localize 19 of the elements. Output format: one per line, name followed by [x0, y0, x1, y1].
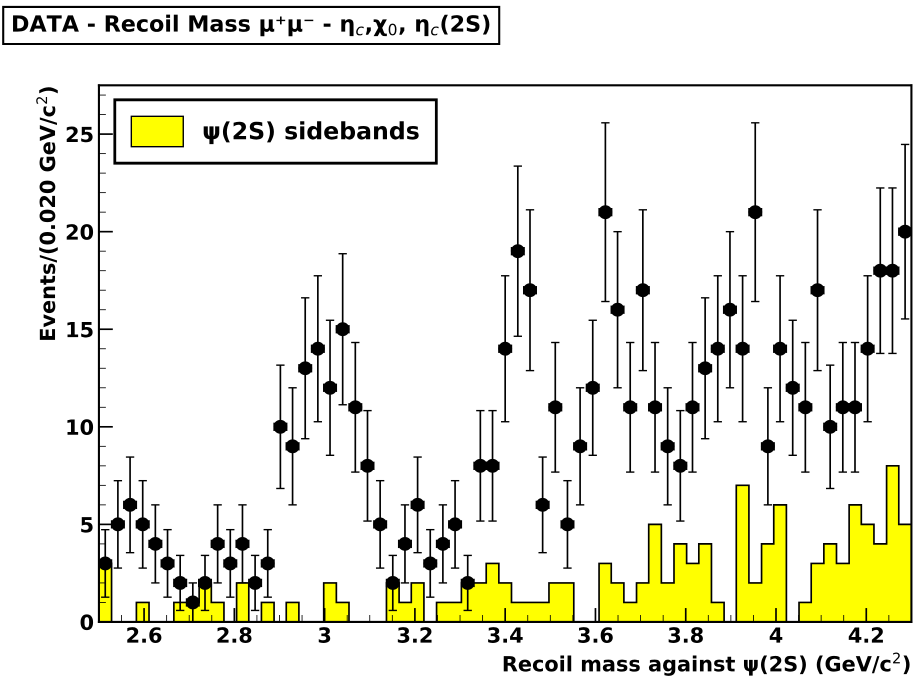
y-tick-label: 10: [67, 419, 94, 436]
x-tick-label: 3.2: [398, 627, 432, 643]
x-tick-label: 3.4: [488, 627, 523, 643]
x-tick-label: 3: [318, 627, 330, 643]
x-axis-title: Recoil mass against ψ(2S) (GeV/c$^{2}$): [504, 652, 910, 676]
x-tick-label: 4.2: [848, 627, 883, 643]
y-tick-label: 0: [80, 614, 94, 630]
x-tick-label: 3.6: [578, 627, 613, 643]
legend-label: ψ(2S) sidebands: [204, 121, 419, 144]
chart-title: DATA - Recoil Mass μ⁺μ⁻ - η$_{c}$,χ$_{0}$, η$_{c}$(2S): [13, 14, 490, 36]
y-tick-label: 15: [67, 322, 93, 338]
x-tick-label: 2.6: [127, 627, 162, 643]
x-tick-label: 4: [770, 627, 782, 643]
y-tick-label: 25: [66, 126, 93, 142]
x-tick-label: 3.8: [668, 627, 703, 643]
y-tick-label: 5: [81, 517, 93, 533]
y-axis-title: Events/(0.020 GeV/c$^{2}$): [36, 87, 58, 340]
x-tick-label: 2.8: [218, 627, 252, 643]
y-tick-label: 20: [66, 224, 94, 240]
